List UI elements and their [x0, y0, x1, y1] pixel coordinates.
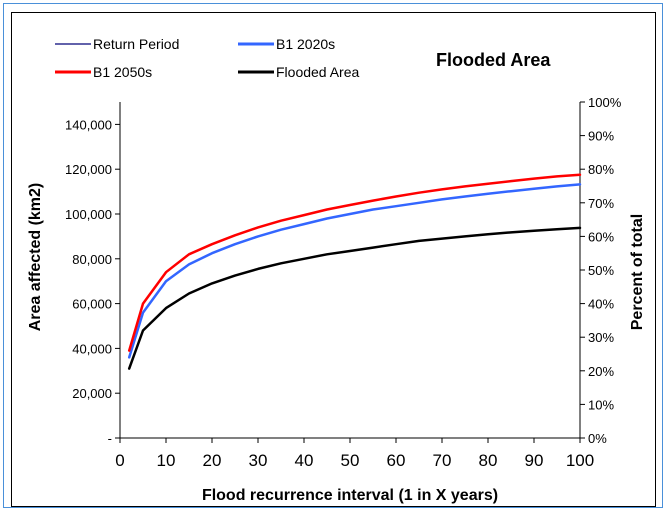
x-tick-label: 10 — [157, 451, 176, 470]
x-tick-label: 70 — [433, 451, 452, 470]
y2-axis-label: Percent of total — [629, 214, 646, 330]
y2-tick-label: 90% — [588, 129, 614, 144]
y-tick-label: 120,000 — [65, 162, 112, 177]
y-tick-label: 40,000 — [72, 341, 112, 356]
series-line-b1-2020s — [127, 183, 582, 359]
y2-tick-label: 0% — [588, 431, 607, 446]
y-tick-label: 20,000 — [72, 386, 112, 401]
series-line-b1-2050s — [127, 173, 582, 352]
legend-label-b1-2020s: B1 2020s — [276, 36, 335, 52]
y2-tick-label: 100% — [588, 95, 622, 110]
x-tick-label: 80 — [479, 451, 498, 470]
x-axis-label: Flood recurrence interval (1 in X years) — [202, 487, 498, 504]
y2-tick-label: 80% — [588, 162, 614, 177]
x-tick-label: 60 — [387, 451, 406, 470]
outer-border — [3, 3, 663, 508]
y2-tick-label: 70% — [588, 196, 614, 211]
x-tick-label: 100 — [566, 451, 594, 470]
y-tick-label: 100,000 — [65, 207, 112, 222]
y-axis-label: Area affected (km2) — [27, 183, 44, 332]
x-tick-label: 90 — [525, 451, 544, 470]
y-tick-label: 80,000 — [72, 252, 112, 267]
x-tick-label: 30 — [249, 451, 268, 470]
y-axis-left-ticks: - 20,000 40,000 60,000 80,000 100,000 120,000 1… — [65, 117, 120, 446]
y2-tick-label: 60% — [588, 229, 614, 244]
legend-label-b1-2050s: B1 2050s — [93, 64, 152, 80]
y2-tick-label: 20% — [588, 364, 614, 379]
chart-border — [11, 12, 656, 507]
y2-tick-label: 10% — [588, 397, 614, 412]
y-tick-label: 140,000 — [65, 117, 112, 132]
y2-tick-label: 40% — [588, 297, 614, 312]
legend: Return Period B1 2020s B1 2050s Flooded Are… — [55, 36, 359, 80]
y-tick-label: 60,000 — [72, 297, 112, 312]
series-lines — [127, 173, 582, 370]
x-tick-label: 50 — [341, 451, 360, 470]
y2-tick-label: 30% — [588, 330, 614, 345]
x-tick-label: 40 — [295, 451, 314, 470]
legend-label-return-period: Return Period — [93, 36, 179, 52]
legend-label-flooded-area: Flooded Area — [276, 64, 359, 80]
x-tick-label: 20 — [203, 451, 222, 470]
x-tick-label: 0 — [115, 451, 124, 470]
y-tick-label: - — [108, 431, 112, 446]
x-axis-ticks: 0 10 20 30 40 50 60 70 80 90 100 — [115, 438, 594, 470]
y2-tick-label: 50% — [588, 263, 614, 278]
y-axis-right-ticks: 0% 10% 20% 30% 40% 50% 60% 70% 80% 90% 100% — [580, 95, 622, 446]
chart-title: Flooded Area — [436, 50, 551, 70]
series-line-flooded-area — [127, 226, 582, 370]
